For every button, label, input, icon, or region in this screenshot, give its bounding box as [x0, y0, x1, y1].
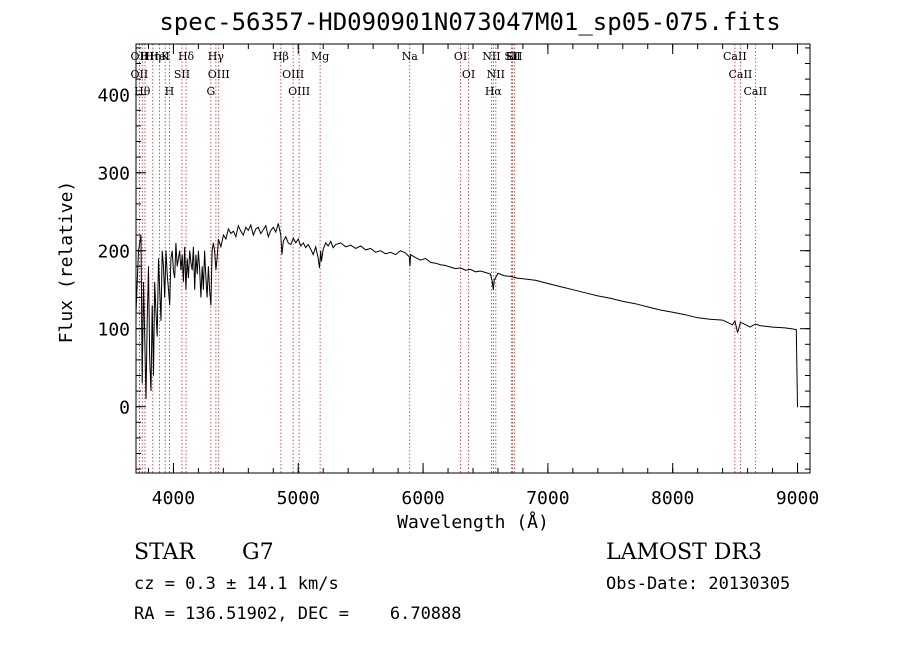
coordinates: RA = 136.51902, DEC = 6.70888: [134, 604, 462, 624]
line-label: SII: [174, 68, 190, 81]
spectrum-trace: [135, 223, 799, 408]
line-label: OIII: [208, 68, 230, 81]
line-label: OII: [131, 68, 149, 81]
y-tick-label: 400: [97, 86, 130, 107]
object-class: STAR: [134, 540, 195, 565]
line-label: SII: [504, 50, 520, 63]
x-tick-label: 4000: [152, 488, 195, 509]
line-label: Na: [402, 50, 419, 63]
line-label: H: [140, 50, 150, 63]
line-label: Mg: [311, 50, 329, 63]
obs-date: Obs-Date: 20130305: [606, 574, 791, 594]
line-label: NII: [482, 50, 500, 63]
line-label: SII: [506, 50, 522, 63]
y-tick-label: 0: [119, 398, 130, 419]
spectral-line-labels: OIIOIIHθHHηHeIKHSIIHδGHγOIIIHβOIIIOIIIMg…: [131, 50, 768, 98]
line-label: CaII: [729, 68, 753, 81]
line-label: G: [206, 85, 215, 98]
survey-name: LAMOST DR3: [606, 540, 762, 565]
line-label: HeI: [149, 50, 169, 63]
y-tick-label: 100: [97, 320, 130, 341]
axis-ticks: 4000 5000 6000 7000 8000 9000 0 100 200 300 400: [97, 44, 819, 509]
line-label: CaII: [723, 50, 747, 63]
line-label: Hγ: [208, 50, 225, 63]
x-tick-label: 7000: [526, 488, 569, 509]
line-label: OIII: [282, 68, 304, 81]
line-label: Hβ: [273, 50, 289, 63]
line-label: OI: [454, 50, 467, 63]
line-label: NII: [487, 68, 505, 81]
x-axis-label: Wavelength (Å): [397, 511, 549, 533]
x-tick-label: 5000: [277, 488, 320, 509]
line-label: H: [165, 85, 175, 98]
y-tick-label: 300: [97, 164, 130, 185]
y-axis-label: Flux (relative): [56, 181, 77, 344]
line-label: Li: [506, 50, 517, 63]
chart-title: spec-56357-HD090901N073047M01_sp05-075.f…: [159, 8, 781, 36]
line-label: Hδ: [178, 50, 195, 63]
line-label: CaII: [743, 85, 767, 98]
plot-frame: [135, 43, 811, 474]
line-label: K: [161, 50, 170, 63]
spectral-line-markers: [138, 44, 756, 473]
redshift-info: cz = 0.3 ± 14.1 km/s: [134, 574, 339, 594]
line-label: Hη: [145, 50, 161, 63]
line-label: OI: [462, 68, 475, 81]
line-label: OIII: [288, 85, 310, 98]
line-label: Hθ: [134, 85, 151, 98]
x-tick-label: 6000: [401, 488, 444, 509]
line-label: OII: [131, 50, 149, 63]
line-label: Hα: [485, 85, 503, 98]
y-tick-label: 200: [97, 242, 130, 263]
x-tick-label: 9000: [776, 488, 819, 509]
object-subclass: G7: [242, 540, 274, 565]
x-tick-label: 8000: [651, 488, 694, 509]
